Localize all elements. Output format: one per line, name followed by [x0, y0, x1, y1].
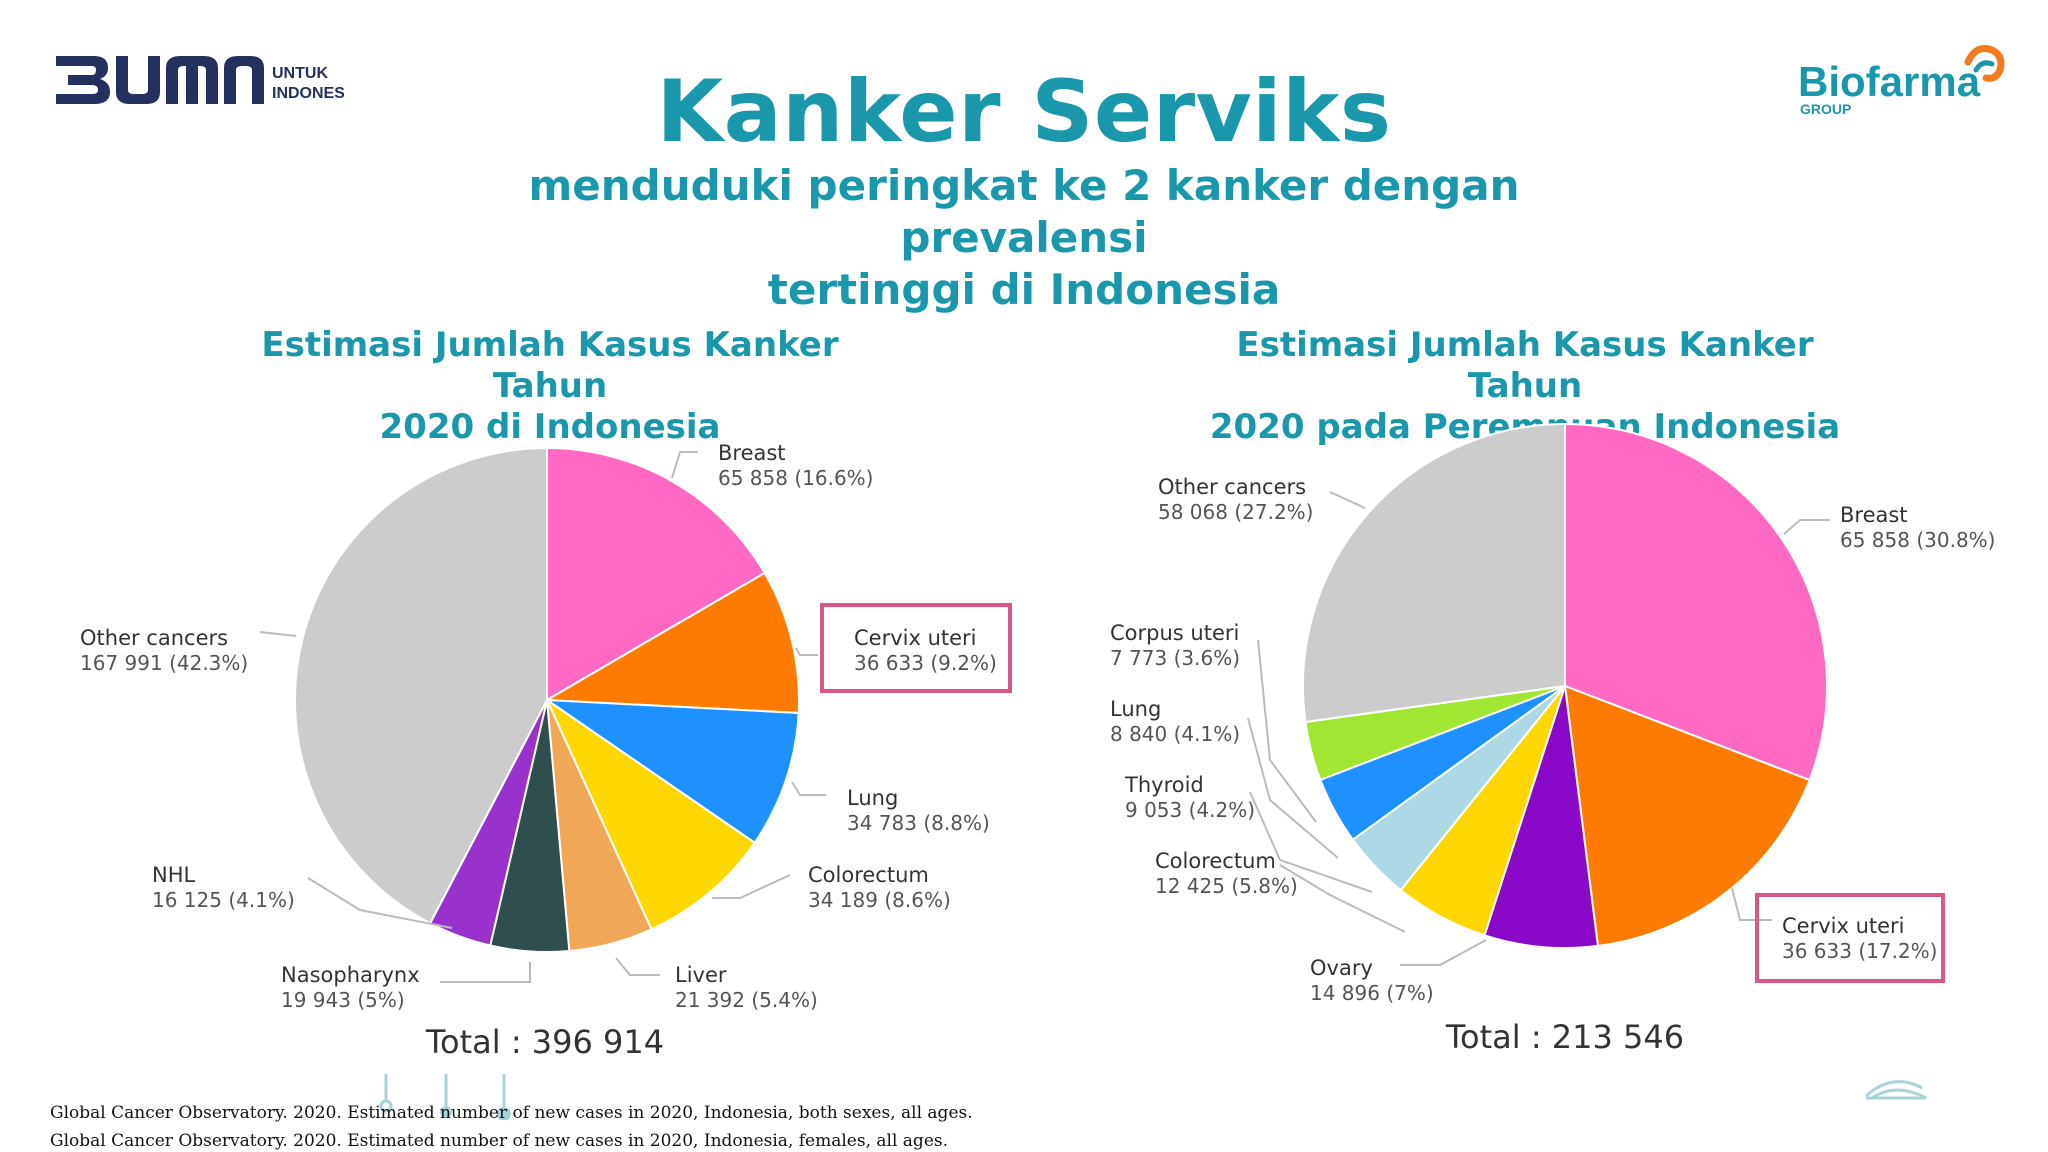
- chart-1-label-name-nasopharynx: Nasopharynx: [281, 963, 420, 987]
- bumn-logo: UNTUK INDONESIA: [54, 50, 361, 114]
- chart-1-label-value-cervix-uteri: 36 633 (9.2%): [854, 651, 997, 675]
- chart-1-label-name-other-cancers: Other cancers: [80, 626, 228, 650]
- chart-2-label-value-lung: 8 840 (4.1%): [1110, 722, 1240, 746]
- chart-2-slice-other-cancers: [1302, 422, 1566, 724]
- chart-2-highlight-box: [1755, 893, 1945, 983]
- chart-1-slice-lung: [543, 698, 800, 845]
- chart-2-label-name-lung: Lung: [1110, 697, 1161, 721]
- chart-2-label-name-other-cancers: Other cancers: [1158, 475, 1306, 499]
- chart-1-connector-nhl: [307, 877, 453, 929]
- chart-2-label-value-cervix-uteri: 36 633 (17.2%): [1782, 939, 1937, 963]
- chart-1-label-name-colorectum: Colorectum: [808, 863, 929, 887]
- chart-2-connector-thyroid: [1249, 791, 1373, 893]
- boat-decoration-icon: [1864, 1080, 1927, 1100]
- chart-2-slice-breast: [1564, 422, 1828, 782]
- chart-2-label-value-ovary: 14 896 (7%): [1310, 981, 1434, 1005]
- chart-1-title-line-1: Estimasi Jumlah Kasus Kanker Tahun: [261, 325, 839, 406]
- chart-1-connector-other-cancers: [259, 631, 297, 637]
- chart-1-label-value-nasopharynx: 19 943 (5%): [281, 988, 405, 1012]
- chart-2-label-name-ovary: Ovary: [1310, 956, 1373, 980]
- chart-1-label-value-nhl: 16 125 (4.1%): [152, 888, 295, 912]
- chart-1-title-line-2: 2020 di Indonesia: [379, 407, 721, 447]
- chart-1-label-value-other-cancers: 167 991 (42.3%): [80, 651, 248, 675]
- chart-1-slice-colorectum: [544, 697, 757, 931]
- chart-1-connector-lung: [791, 781, 826, 796]
- page-title: Kanker Serviks: [656, 62, 1392, 162]
- chart-1-slice-other-cancers: [294, 446, 548, 925]
- page-subtitle: menduduki peringkat ke 2 kanker dengan p…: [424, 160, 1624, 316]
- chart-2-connector-corpus-uteri: [1257, 639, 1317, 823]
- chart-1-label-name-lung: Lung: [847, 786, 898, 810]
- biofarma-group-text: GROUP: [1800, 101, 1851, 117]
- chart-1-label-value-colorectum: 34 189 (8.6%): [808, 888, 951, 912]
- chart-1-label-value-lung: 34 783 (8.8%): [847, 811, 990, 835]
- chart-2-connector-colorectum: [1279, 864, 1406, 933]
- chart-2-label-value-other-cancers: 58 068 (27.2%): [1158, 500, 1313, 524]
- chart-2-label-name-colorectum: Colorectum: [1155, 849, 1276, 873]
- chart-1-connector-cervix-uteri: [795, 647, 818, 656]
- chart-1-connector-breast: [671, 451, 698, 479]
- biofarma-logo: Biofarma GROUP: [1790, 40, 2020, 124]
- chart-1-slice-breast: [546, 446, 767, 702]
- chart-2-slice-ovary: [1483, 685, 1600, 949]
- footnote-1: Global Cancer Observatory. 2020. Estimat…: [50, 1103, 973, 1123]
- chart-1-connector-nasopharynx: [440, 962, 531, 983]
- chart-2-label-value-breast: 65 858 (30.8%): [1840, 528, 1995, 552]
- chart-1-highlight-box: [820, 603, 1012, 693]
- chart-1-connector-colorectum: [712, 874, 791, 899]
- chart-2-slice-cervix-uteri: [1563, 684, 1811, 948]
- chart-1-slice-cervix-uteri: [543, 571, 800, 715]
- chart-1-label-value-liver: 21 392 (5.4%): [675, 988, 818, 1012]
- bumn-untuk-text: UNTUK: [272, 65, 328, 82]
- chart-1-label-value-breast: 65 858 (16.6%): [718, 466, 873, 490]
- chart-2-label-name-thyroid: Thyroid: [1124, 773, 1204, 797]
- biofarma-name-text: Biofarma: [1798, 58, 1981, 105]
- chart-1-total: Total : 396 914: [425, 1023, 664, 1061]
- chart-1-label-name-cervix-uteri: Cervix uteri: [854, 626, 977, 650]
- chart-2-connector-ovary: [1400, 939, 1487, 966]
- chart-1-connector-liver: [615, 957, 660, 976]
- chart-2-title-line-1: Estimasi Jumlah Kasus Kanker Tahun: [1236, 325, 1814, 406]
- chart-2-label-name-corpus-uteri: Corpus uteri: [1110, 621, 1239, 645]
- chart-2-label-name-cervix-uteri: Cervix uteri: [1782, 914, 1905, 938]
- chart-2-total: Total : 213 546: [1445, 1018, 1684, 1056]
- chart-2-label-name-breast: Breast: [1840, 503, 1908, 527]
- chart-1-label-name-breast: Breast: [718, 441, 786, 465]
- chart-2-connector-breast: [1783, 519, 1830, 535]
- chart-2-connector-other-cancers: [1329, 491, 1366, 509]
- chart-2-connector-lung: [1247, 717, 1339, 859]
- chart-2-label-value-corpus-uteri: 7 773 (3.6%): [1110, 646, 1240, 670]
- footnote-2: Global Cancer Observatory. 2020. Estimat…: [50, 1131, 949, 1151]
- chart-1-label-name-nhl: NHL: [152, 863, 196, 887]
- chart-1-label-name-liver: Liver: [675, 963, 727, 987]
- pin-decoration-icon: [379, 1074, 511, 1120]
- chart-1-title: Estimasi Jumlah Kasus Kanker Tahun 2020 …: [200, 325, 900, 448]
- bumn-indonesia-text: INDONESIA: [272, 85, 344, 102]
- chart-2-label-value-thyroid: 9 053 (4.2%): [1125, 798, 1255, 822]
- subtitle-line-2: tertinggi di Indonesia: [767, 265, 1281, 314]
- subtitle-line-1: menduduki peringkat ke 2 kanker dengan p…: [528, 161, 1520, 262]
- chart-2-label-value-colorectum: 12 425 (5.8%): [1155, 874, 1298, 898]
- chart-2-connector-cervix-uteri: [1731, 887, 1772, 921]
